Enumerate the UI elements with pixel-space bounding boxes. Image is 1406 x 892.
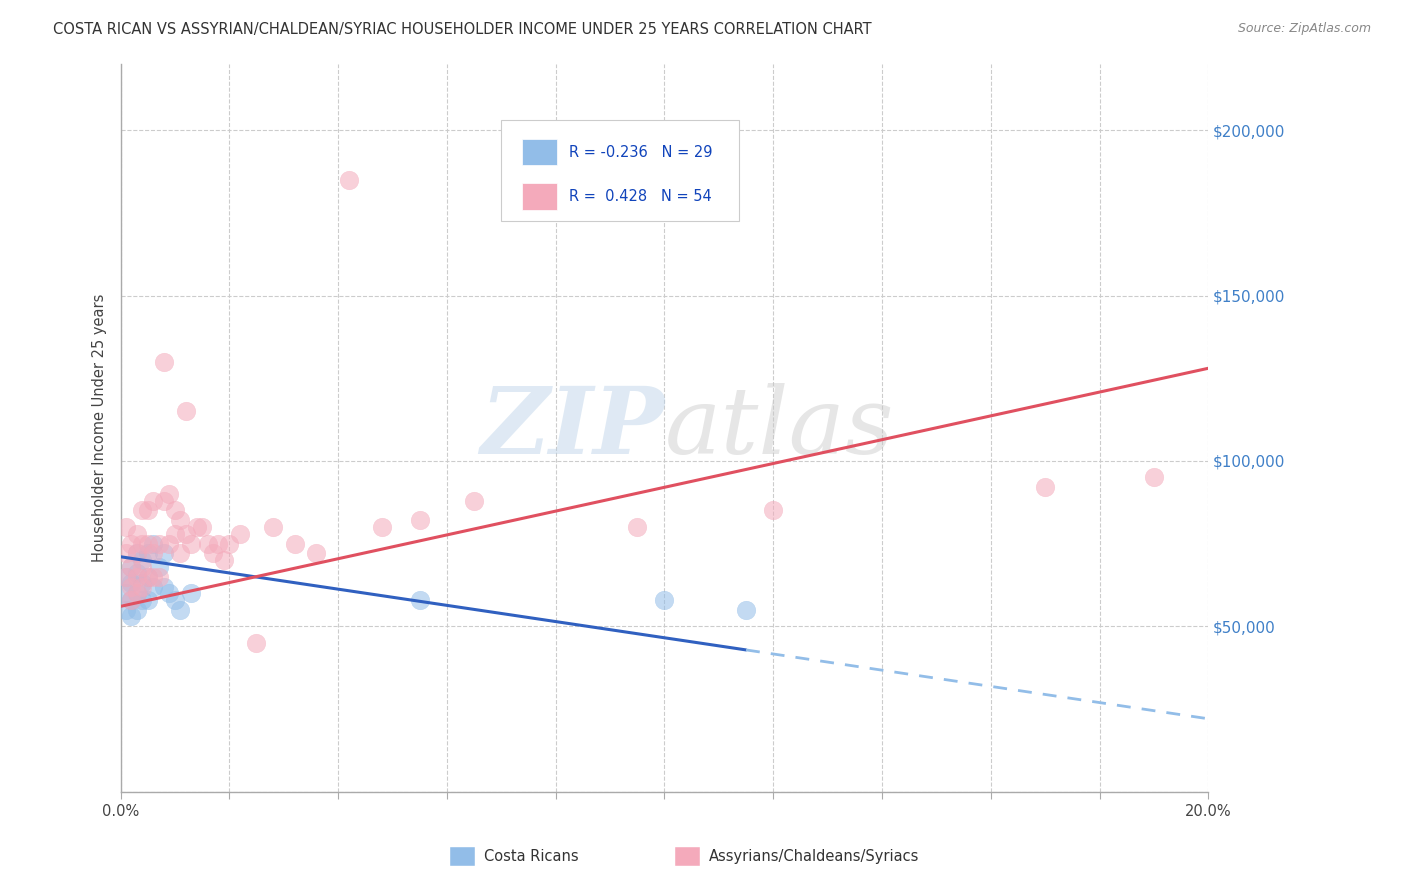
Point xyxy=(159,536,181,550)
Point xyxy=(125,546,148,560)
Point xyxy=(212,553,235,567)
Point xyxy=(142,536,165,550)
Point xyxy=(120,592,142,607)
Point xyxy=(153,354,176,368)
Text: ZIP: ZIP xyxy=(481,383,665,473)
Point xyxy=(169,602,191,616)
Point xyxy=(148,569,170,583)
Point xyxy=(245,636,267,650)
Point xyxy=(142,569,165,583)
Point xyxy=(163,592,186,607)
Point xyxy=(735,602,758,616)
Point xyxy=(201,546,224,560)
Point xyxy=(136,503,159,517)
Point xyxy=(120,609,142,624)
Point xyxy=(626,520,648,534)
Point xyxy=(125,602,148,616)
Point xyxy=(186,520,208,534)
Point xyxy=(284,536,307,550)
Text: COSTA RICAN VS ASSYRIAN/CHALDEAN/SYRIAC HOUSEHOLDER INCOME UNDER 25 YEARS CORREL: COSTA RICAN VS ASSYRIAN/CHALDEAN/SYRIAC … xyxy=(53,22,872,37)
Text: Costa Ricans: Costa Ricans xyxy=(484,849,578,863)
Point xyxy=(115,586,138,600)
Point xyxy=(136,536,159,550)
Point xyxy=(120,559,142,574)
Text: R = -0.236   N = 29: R = -0.236 N = 29 xyxy=(568,145,711,160)
Point xyxy=(136,569,159,583)
Point xyxy=(262,520,284,534)
Point xyxy=(115,569,138,583)
Point xyxy=(229,526,252,541)
Point xyxy=(169,513,191,527)
Point xyxy=(136,569,159,583)
Point xyxy=(136,592,159,607)
Y-axis label: Householder Income Under 25 years: Householder Income Under 25 years xyxy=(93,293,107,562)
Point xyxy=(174,526,197,541)
Point xyxy=(153,546,176,560)
Point xyxy=(115,546,138,560)
Point xyxy=(125,586,148,600)
Point xyxy=(115,602,138,616)
Point xyxy=(125,526,148,541)
Point xyxy=(131,576,153,591)
Point xyxy=(142,493,165,508)
Point xyxy=(163,526,186,541)
Point xyxy=(131,536,153,550)
Point xyxy=(169,546,191,560)
Point xyxy=(218,536,240,550)
Point xyxy=(120,536,142,550)
Point xyxy=(131,592,153,607)
Point xyxy=(115,520,138,534)
Point xyxy=(654,592,676,607)
Point xyxy=(125,566,148,581)
Point xyxy=(180,586,202,600)
Point xyxy=(120,580,142,594)
Point xyxy=(370,520,392,534)
Point xyxy=(120,559,142,574)
Point xyxy=(159,586,181,600)
Point xyxy=(153,580,176,594)
Point xyxy=(191,520,214,534)
Point xyxy=(163,503,186,517)
Text: atlas: atlas xyxy=(665,383,894,473)
Point xyxy=(125,586,148,600)
Point xyxy=(115,569,138,583)
Point xyxy=(1143,470,1166,484)
Point xyxy=(125,546,148,560)
Point xyxy=(762,503,785,517)
Point xyxy=(131,559,153,574)
Point xyxy=(408,592,430,607)
Point xyxy=(153,493,176,508)
Point xyxy=(1033,480,1056,494)
Point xyxy=(174,404,197,418)
Point xyxy=(136,546,159,560)
Point xyxy=(463,493,485,508)
Point xyxy=(131,503,153,517)
Point xyxy=(180,536,202,550)
Point xyxy=(148,559,170,574)
Point xyxy=(131,580,153,594)
Point xyxy=(197,536,219,550)
Point xyxy=(408,513,430,527)
Point xyxy=(131,553,153,567)
Point xyxy=(148,536,170,550)
Point xyxy=(125,569,148,583)
Text: R =  0.428   N = 54: R = 0.428 N = 54 xyxy=(568,189,711,204)
Point xyxy=(142,546,165,560)
Point xyxy=(120,576,142,591)
Text: Assyrians/Chaldeans/Syriacs: Assyrians/Chaldeans/Syriacs xyxy=(709,849,920,863)
Point xyxy=(337,173,360,187)
Point xyxy=(159,487,181,501)
Point xyxy=(207,536,229,550)
Text: Source: ZipAtlas.com: Source: ZipAtlas.com xyxy=(1237,22,1371,36)
Point xyxy=(120,592,142,607)
Point xyxy=(305,546,328,560)
Point xyxy=(142,580,165,594)
